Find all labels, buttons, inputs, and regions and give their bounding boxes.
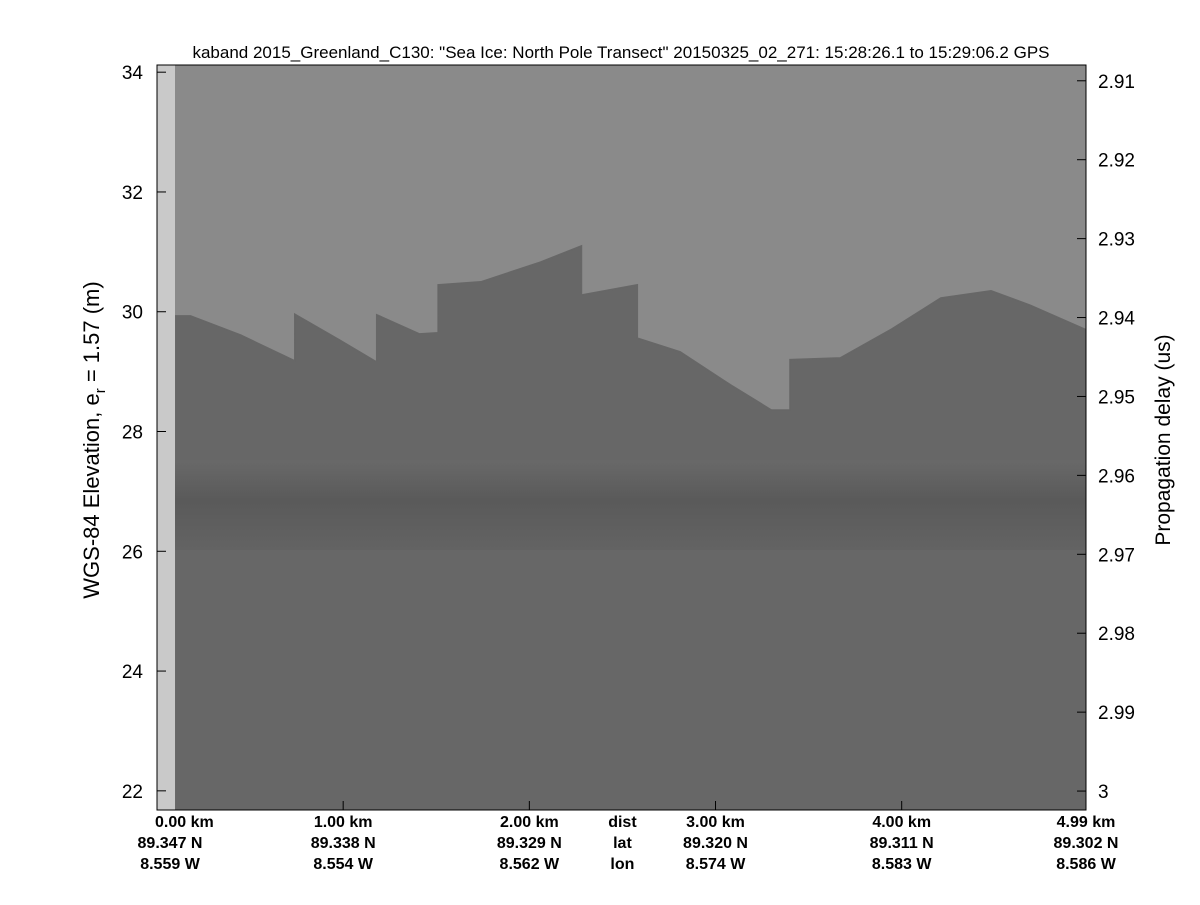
y2-tick-label: 2.93 [1098,230,1135,251]
y2-tick-label: 2.95 [1098,387,1135,408]
y2-tick-label: 3 [1098,782,1109,803]
x-tick-label: 1.00 km [314,814,373,831]
y2-tick-label: 2.92 [1098,151,1135,172]
x-tick-label: 4.00 km [872,814,931,831]
x-tick-lon: 8.559 W [140,856,200,873]
x-tick-lon: 8.586 W [1056,856,1116,873]
y2-axis-label: Propagation delay (us) [1152,334,1175,545]
y2-tick-label: 2.97 [1098,545,1135,566]
left-strip [157,65,175,810]
x-tick-lat: 89.347 N [138,835,203,852]
row-label-lat: lat [613,835,632,852]
y2-tick-label: 2.98 [1098,624,1135,645]
y-tick-label: 34 [122,63,144,84]
x-tick-lat: 89.338 N [311,835,376,852]
x-tick-label: 4.99 km [1057,814,1116,831]
x-tick-lon: 8.562 W [500,856,560,873]
chart-title: kaband 2015_Greenland_C130: "Sea Ice: No… [192,43,1049,62]
x-tick-label: 0.00 km [155,814,214,831]
y-label-main: WGS-84 Elevation, e [79,393,104,598]
surface-line [175,244,1087,411]
y2-tick-label: 2.99 [1098,703,1135,724]
y-tick-label: 24 [122,662,144,683]
x-tick-lat: 89.320 N [683,835,748,852]
plot-frame [156,64,1087,811]
y-tick-label: 22 [122,782,143,803]
x-tick-label: 3.00 km [686,814,745,831]
y-axis-label: WGS-84 Elevation, er = 1.57 (m) [79,281,109,598]
y-tick-label: 30 [122,303,143,324]
y2-tick-label: 2.96 [1098,466,1135,487]
y-label-sub: r [92,388,109,393]
x-tick-label: 2.00 km [500,814,559,831]
row-label-lon: lon [610,856,634,873]
y-tick-label: 32 [122,183,143,204]
row-label-dist: dist [608,814,637,831]
x-tick-lat: 89.329 N [497,835,562,852]
y-tick-label: 26 [122,542,143,563]
internal-layer [157,460,1086,550]
x-tick-lon: 8.574 W [686,856,746,873]
y2-tick-label: 2.94 [1098,309,1135,330]
y-tick-label: 28 [122,423,143,444]
y-label-rest: = 1.57 (m) [79,281,104,388]
y2-tick-label: 2.91 [1098,72,1135,93]
x-tick-lat: 89.311 N [870,835,934,852]
x-tick-lon: 8.554 W [313,856,373,873]
x-tick-lat: 89.302 N [1054,835,1119,852]
x-tick-lon: 8.583 W [872,856,932,873]
